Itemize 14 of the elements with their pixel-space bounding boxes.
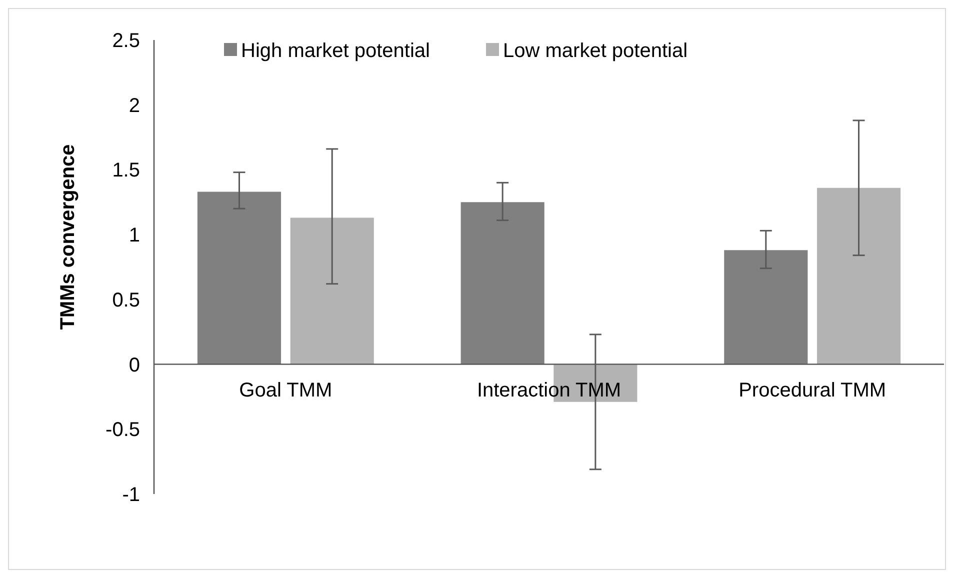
y-tick-label: 0.5 <box>112 289 140 312</box>
y-tick-label: 2.5 <box>112 30 140 52</box>
y-tick-label: -0.5 <box>106 419 140 442</box>
y-axis-title: TMMs convergence <box>57 144 79 330</box>
x-tick-label: Goal TMM <box>239 379 332 402</box>
y-tick-label: 1 <box>128 224 140 247</box>
x-tick-label: Procedural TMM <box>738 379 886 402</box>
legend-label: High market potential <box>241 40 430 62</box>
x-tick-label: Interaction TMM <box>476 379 622 402</box>
y-tick-label: 1.5 <box>112 160 140 182</box>
y-tick-label: 0 <box>128 354 140 376</box>
y-tick-label: -1 <box>122 484 140 506</box>
y-tick-label: 2 <box>128 94 140 117</box>
legend-label: Low market potential <box>503 40 688 62</box>
